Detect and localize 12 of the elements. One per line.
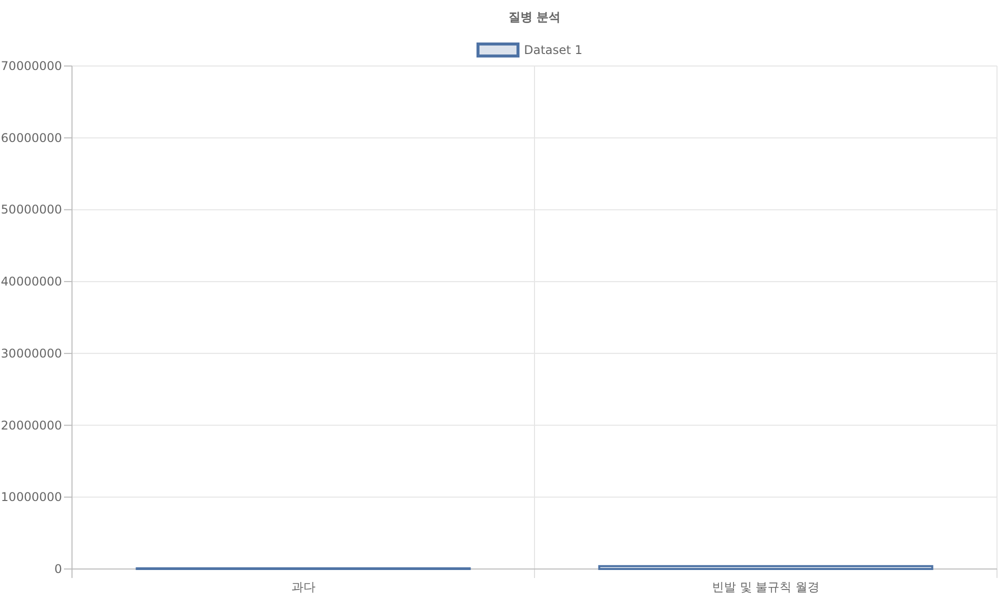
- y-tick-label: 20000000: [0, 418, 62, 432]
- x-tick-label: 과다: [291, 580, 316, 594]
- y-tick-label: 10000000: [0, 490, 62, 504]
- y-tick-label: 50000000: [0, 202, 62, 217]
- y-tick-label: 0: [54, 562, 62, 576]
- y-tick-label: 70000000: [0, 59, 62, 73]
- chart-title: 질병 분석: [508, 10, 561, 24]
- x-tick-label: 빈발 및 불규칙 월경: [712, 580, 820, 594]
- y-tick-label: 30000000: [0, 346, 62, 360]
- y-tick-label: 40000000: [0, 274, 62, 289]
- y-tick-label: 60000000: [0, 130, 62, 145]
- legend-label: Dataset 1: [524, 43, 582, 57]
